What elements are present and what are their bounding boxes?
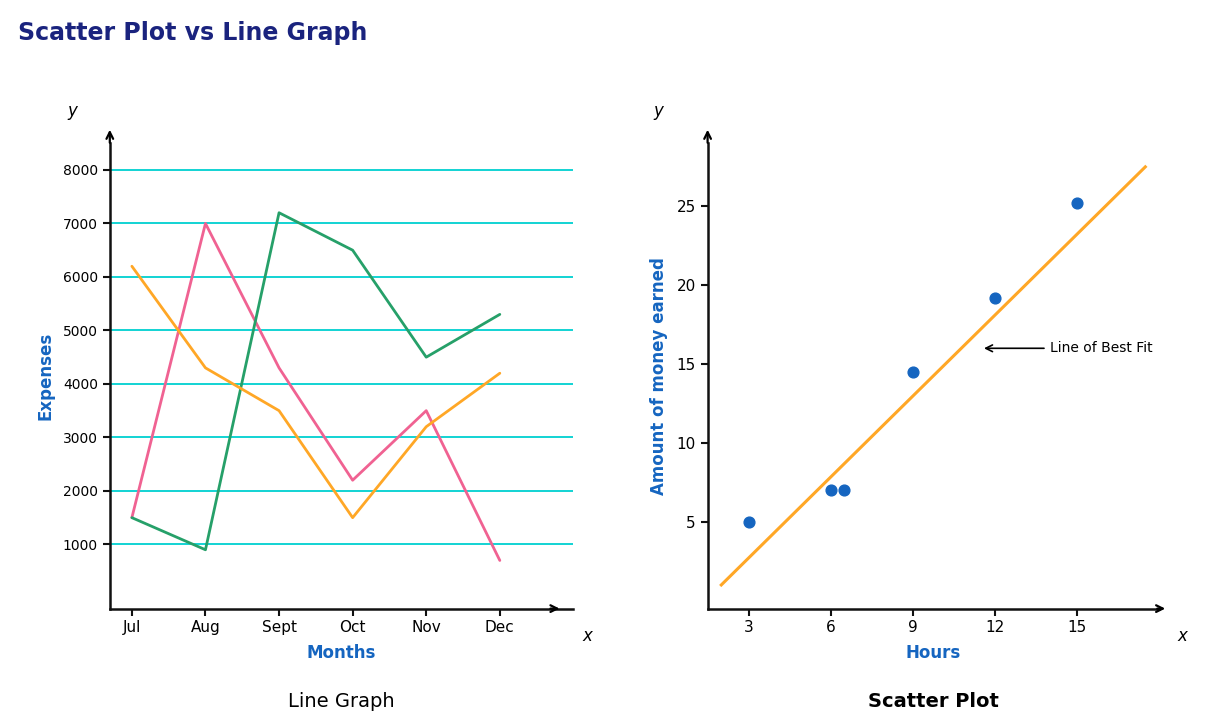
Point — [739, 516, 759, 528]
Y-axis label: Expenses: Expenses — [37, 332, 55, 420]
Text: Scatter Plot vs Line Graph: Scatter Plot vs Line Graph — [18, 21, 367, 46]
Text: y: y — [68, 102, 78, 120]
Point — [903, 366, 922, 377]
X-axis label: Months: Months — [307, 644, 376, 662]
Point — [834, 485, 854, 496]
Y-axis label: Amount of money earned: Amount of money earned — [650, 257, 669, 495]
Text: y: y — [653, 102, 662, 120]
Point — [1068, 198, 1087, 209]
Point — [985, 292, 1004, 304]
Text: x: x — [583, 627, 593, 645]
Point — [821, 485, 841, 496]
Text: Line of Best Fit: Line of Best Fit — [986, 342, 1152, 355]
X-axis label: Hours: Hours — [905, 644, 961, 662]
Text: x: x — [1177, 627, 1187, 645]
Text: Line Graph: Line Graph — [288, 692, 395, 712]
Text: Scatter Plot: Scatter Plot — [867, 692, 999, 712]
